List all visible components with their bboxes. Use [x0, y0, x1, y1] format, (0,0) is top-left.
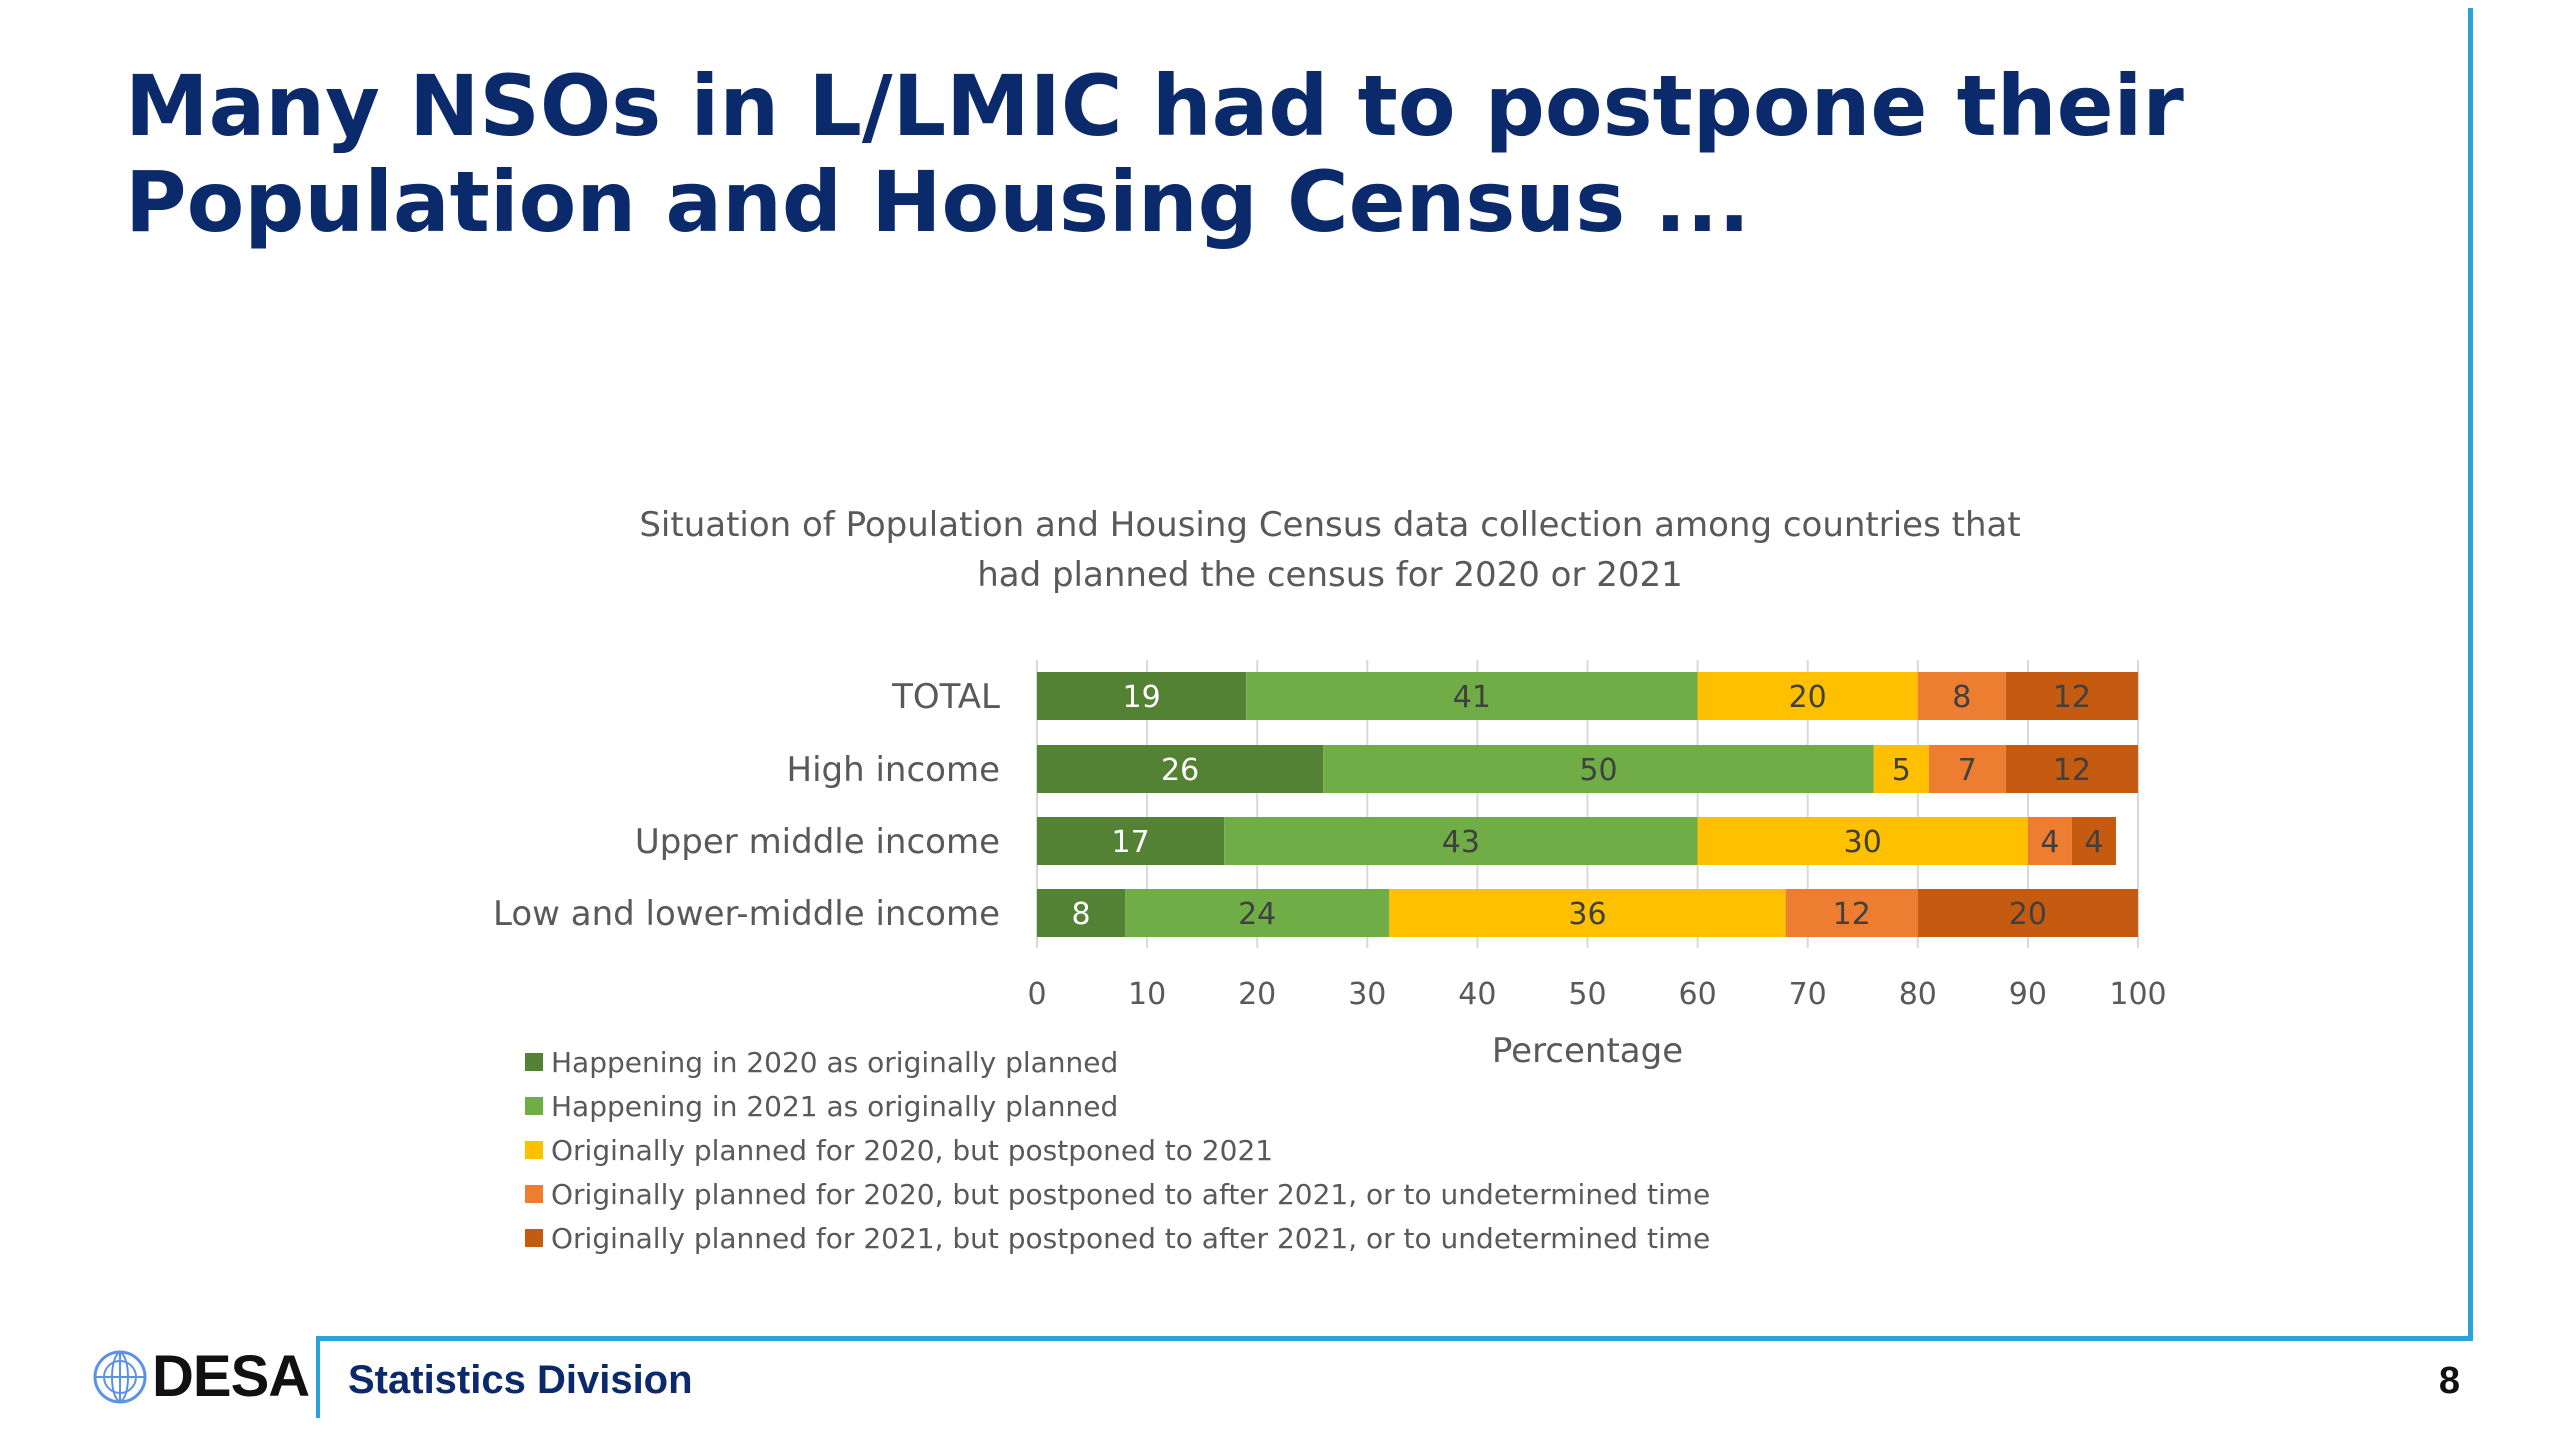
- data-label: 20: [2009, 897, 2047, 932]
- bar-segment: [1873, 745, 1929, 793]
- x-tick-label: 20: [1238, 977, 1276, 1012]
- bar-segment: [1037, 672, 1247, 720]
- bar-segment: [1125, 889, 1390, 937]
- legend-label: Originally planned for 2021, but postpon…: [551, 1221, 1711, 1255]
- bar-segment: [2027, 817, 2072, 865]
- data-label: 12: [2053, 680, 2091, 715]
- bar-segment: [1917, 889, 2138, 937]
- data-label: 19: [1123, 680, 1161, 715]
- legend-item: Originally planned for 2020, but postpon…: [525, 1128, 1710, 1172]
- data-label: 43: [1442, 825, 1480, 860]
- bar-segment: [1697, 817, 2028, 865]
- chart-legend: Happening in 2020 as originally planned H…: [525, 1040, 1710, 1260]
- data-label: 8: [1071, 897, 1090, 932]
- statistics-division-label: Statistics Division: [348, 1358, 693, 1402]
- bar-segment: [1917, 672, 2006, 720]
- legend-swatch: [525, 1053, 543, 1071]
- x-axis-label: Percentage: [1492, 1031, 1683, 1071]
- bar-segment: [1246, 672, 1698, 720]
- legend-label: Originally planned for 2020, but postpon…: [551, 1133, 1274, 1167]
- bar-segment: [2005, 672, 2138, 720]
- data-label: 50: [1579, 753, 1617, 788]
- bar-segment: [1037, 745, 1324, 793]
- x-tick-label: 30: [1348, 977, 1386, 1012]
- slide-title: Many NSOs in L/LMIC had to postpone thei…: [125, 58, 2325, 250]
- data-label: 4: [2084, 825, 2103, 860]
- data-label: 4: [2040, 825, 2059, 860]
- legend-item: Originally planned for 2021, but postpon…: [525, 1216, 1710, 1260]
- x-tick-label: 60: [1679, 977, 1717, 1012]
- footer-accent-rule: [318, 1336, 2473, 1341]
- category-label: Upper middle income: [635, 822, 1000, 862]
- footer-divider: [316, 1336, 320, 1418]
- chart-title-line-1: Situation of Population and Housing Cens…: [639, 505, 2021, 545]
- category-label: Low and lower-middle income: [493, 894, 1000, 934]
- x-tick-label: 50: [1568, 977, 1606, 1012]
- category-label: TOTAL: [891, 677, 1000, 717]
- data-label: 41: [1453, 680, 1491, 715]
- bar-segment: [1323, 745, 1874, 793]
- data-label: 5: [1892, 753, 1911, 788]
- x-tick-label: 0: [1027, 977, 1046, 1012]
- bar-segment: [1037, 889, 1126, 937]
- data-label: 12: [2053, 753, 2091, 788]
- bar-segment: [1697, 672, 1918, 720]
- data-label: 26: [1161, 753, 1199, 788]
- bar-segment: [2005, 745, 2138, 793]
- bar-segment: [2071, 817, 2116, 865]
- legend-swatch: [525, 1185, 543, 1203]
- legend-swatch: [525, 1097, 543, 1115]
- chart-title-line-2: had planned the census for 2020 or 2021: [977, 555, 1683, 595]
- x-tick-label: 10: [1128, 977, 1166, 1012]
- legend-swatch: [525, 1141, 543, 1159]
- legend-item: Originally planned for 2020, but postpon…: [525, 1172, 1710, 1216]
- data-label: 7: [1958, 753, 1977, 788]
- data-label: 17: [1111, 825, 1149, 860]
- data-label: 20: [1789, 680, 1827, 715]
- legend-label: Happening in 2021 as originally planned: [551, 1089, 1119, 1123]
- slide-title-line-2: Population and Housing Census ...: [125, 153, 1751, 251]
- slide-title-line-1: Many NSOs in L/LMIC had to postpone thei…: [125, 57, 2184, 155]
- x-tick-label: 100: [2109, 977, 2166, 1012]
- data-label: 8: [1952, 680, 1971, 715]
- un-emblem-icon: [93, 1350, 147, 1404]
- page-number: 8: [2438, 1360, 2460, 1402]
- data-label: 30: [1844, 825, 1882, 860]
- legend-label: Originally planned for 2020, but postpon…: [551, 1177, 1711, 1211]
- bar-segment: [1785, 889, 1918, 937]
- bar-segment: [1224, 817, 1698, 865]
- legend-item: Happening in 2021 as originally planned: [525, 1084, 1710, 1128]
- legend-label: Happening in 2020 as originally planned: [551, 1045, 1119, 1079]
- bar-segment: [1389, 889, 1786, 937]
- data-label: 12: [1833, 897, 1871, 932]
- bar-segment: [1928, 745, 2006, 793]
- data-label: 24: [1238, 897, 1276, 932]
- data-label: 36: [1568, 897, 1606, 932]
- x-tick-label: 40: [1458, 977, 1496, 1012]
- legend-item: Happening in 2020 as originally planned: [525, 1040, 1710, 1084]
- right-accent-rule: [2468, 8, 2473, 1340]
- x-tick-label: 80: [1899, 977, 1937, 1012]
- x-tick-label: 90: [2009, 977, 2047, 1012]
- category-label: High income: [787, 750, 1000, 790]
- desa-logo-text: DESA: [152, 1344, 310, 1409]
- legend-swatch: [525, 1229, 543, 1247]
- x-tick-label: 70: [1789, 977, 1827, 1012]
- bar-segment: [1037, 817, 1225, 865]
